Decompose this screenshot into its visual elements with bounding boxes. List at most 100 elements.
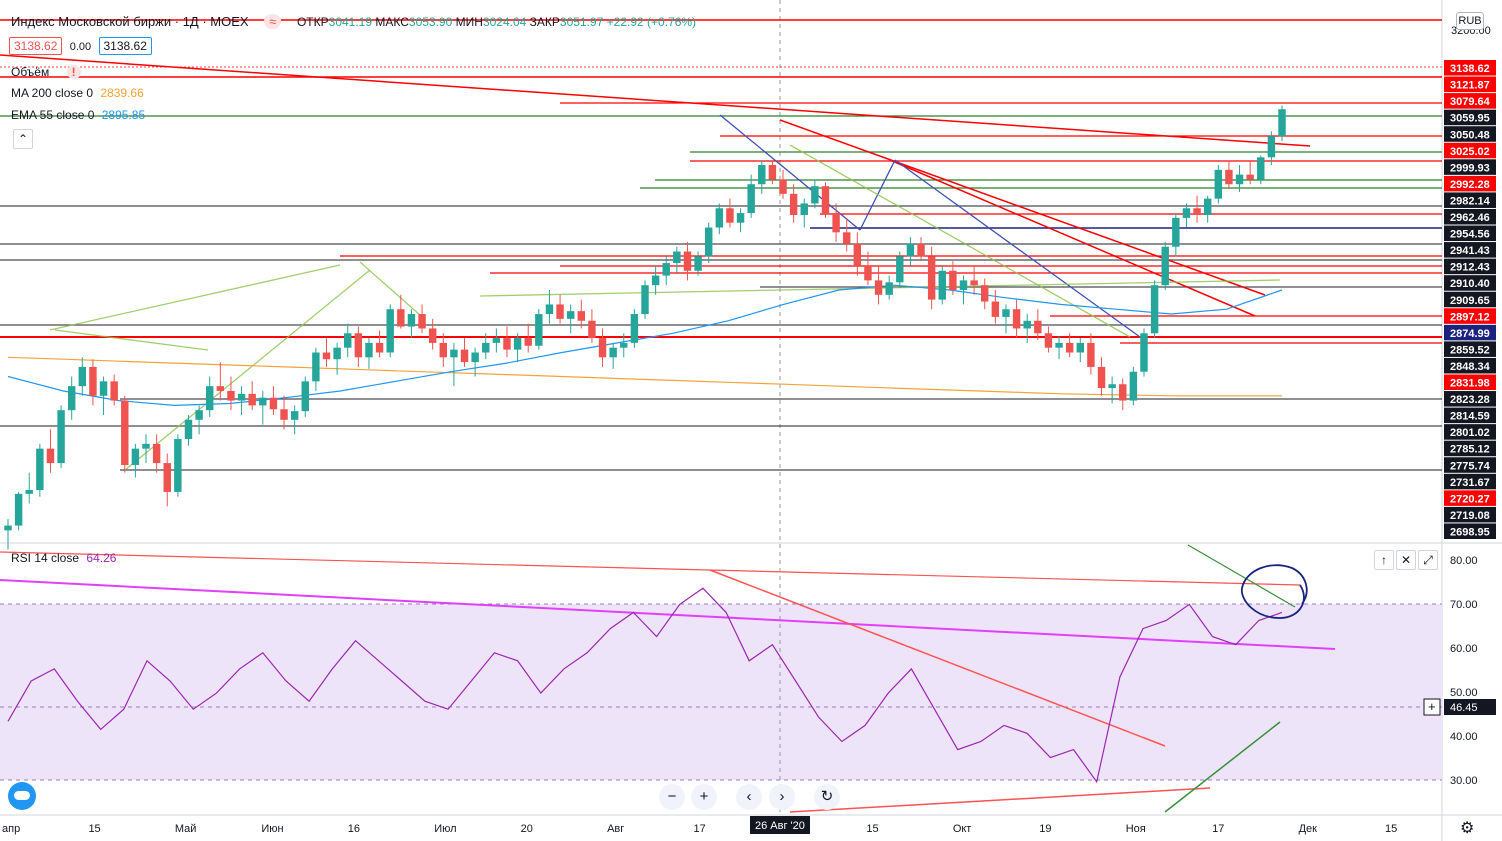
candle[interactable] [152,434,161,473]
candle[interactable] [917,237,925,262]
candle[interactable] [301,376,309,417]
candle[interactable] [1002,304,1010,334]
buy-price-box[interactable]: 3138.62 [98,37,152,55]
candle[interactable] [577,299,586,329]
candle[interactable] [1182,203,1191,228]
currency-badge[interactable]: RUB [1456,12,1484,30]
candle[interactable] [630,309,639,348]
candle[interactable] [938,265,946,305]
candle[interactable] [365,338,373,369]
candle[interactable] [439,333,447,367]
candle[interactable] [1225,160,1233,190]
candle[interactable] [726,198,734,228]
candle[interactable] [407,309,416,339]
candle[interactable] [184,415,193,446]
candle[interactable] [322,338,331,367]
time-axis[interactable]: апр15МайИюн16Июл20Авг17Сен15Окт19Ноя17Де… [2,816,1397,835]
price-label[interactable]: 3050.48 [1444,126,1496,142]
candle[interactable] [1246,160,1254,185]
candle[interactable] [163,453,171,507]
candle[interactable] [237,386,246,415]
price-label[interactable]: 2775.74 [1444,457,1496,473]
candle[interactable] [874,265,883,305]
rsi-trend-lines[interactable] [0,544,1336,813]
price-label[interactable]: 2814.59 [1444,407,1496,424]
candle[interactable] [57,405,65,468]
candle[interactable] [89,359,97,406]
candle[interactable] [853,232,862,276]
candle[interactable] [482,333,490,360]
candle[interactable] [375,330,384,358]
candle[interactable] [832,203,840,242]
price-label[interactable]: 2731.67 [1444,473,1496,490]
candle[interactable] [736,208,745,233]
candle[interactable] [354,326,363,367]
candle[interactable] [620,333,628,358]
zoom-out-button[interactable]: − [659,784,685,810]
volume-warning-icon[interactable]: ! [66,65,81,79]
candle[interactable] [503,326,511,358]
candle[interactable] [78,357,87,396]
candle[interactable] [885,275,893,300]
candle[interactable] [906,237,915,266]
candle[interactable] [280,395,288,430]
price-label[interactable]: 2999.93 [1444,159,1496,175]
price-label[interactable]: 2992.28 [1444,175,1496,192]
price-label[interactable]: 2909.65 [1444,291,1496,308]
candle[interactable] [131,443,140,478]
candle[interactable] [1023,314,1031,343]
candle[interactable] [513,333,522,363]
candle[interactable] [1214,165,1223,204]
candle[interactable] [991,290,1000,324]
price-label[interactable]: 2720.27 [1444,490,1496,506]
candle[interactable] [1235,165,1244,192]
candle[interactable] [386,304,394,358]
candle[interactable] [535,309,543,350]
candle[interactable] [949,261,957,295]
candle[interactable] [758,160,766,194]
candle[interactable] [715,203,724,235]
candle[interactable] [1012,299,1021,339]
candle[interactable] [821,182,830,218]
candle[interactable] [1129,366,1138,406]
candle[interactable] [1203,195,1212,223]
rsi-legend[interactable]: RSI 14 close 64.26 [11,551,116,565]
candle[interactable] [492,328,501,353]
ema-legend[interactable]: EMA 55 close 0 2895.85 [11,108,145,122]
candle[interactable] [450,342,458,387]
candle[interactable] [545,290,554,324]
candle[interactable] [1193,195,1201,223]
collapse-legend-button[interactable]: ⌃ [13,129,33,149]
settings-gear-icon[interactable]: ⚙ [1460,820,1475,837]
reset-chart-button[interactable]: ↻ [814,784,840,810]
price-label[interactable]: 3059.95 [1444,109,1496,126]
candle[interactable] [1097,357,1106,396]
candle[interactable] [4,518,12,550]
price-label[interactable]: 2831.98 [1444,374,1496,391]
candle[interactable] [981,278,989,310]
scroll-right-button[interactable]: › [769,784,795,810]
price-label[interactable]: 2801.02 [1444,424,1496,440]
candle[interactable] [1172,213,1180,257]
sell-price-box[interactable]: 3138.62 [9,37,63,55]
candle[interactable] [110,374,118,406]
price-label[interactable]: 2912.43 [1444,258,1496,275]
price-label[interactable]: 2962.46 [1444,208,1496,225]
candle[interactable] [588,309,596,343]
candle[interactable] [227,376,235,411]
candle[interactable] [46,429,55,473]
price-label[interactable]: 3079.64 [1444,93,1496,109]
candle[interactable] [460,338,469,367]
candle[interactable] [269,386,278,415]
candle[interactable] [927,246,936,310]
candle[interactable] [418,304,426,334]
price-label[interactable]: 2954.56 [1444,225,1496,242]
candle[interactable] [216,362,225,401]
candle[interactable] [662,256,670,286]
candle[interactable] [768,160,777,185]
price-label[interactable]: 2941.43 [1444,242,1496,258]
candle[interactable] [694,251,702,276]
circle-annotation[interactable] [1241,564,1308,619]
candle[interactable] [206,376,214,417]
candle[interactable] [1267,131,1276,165]
